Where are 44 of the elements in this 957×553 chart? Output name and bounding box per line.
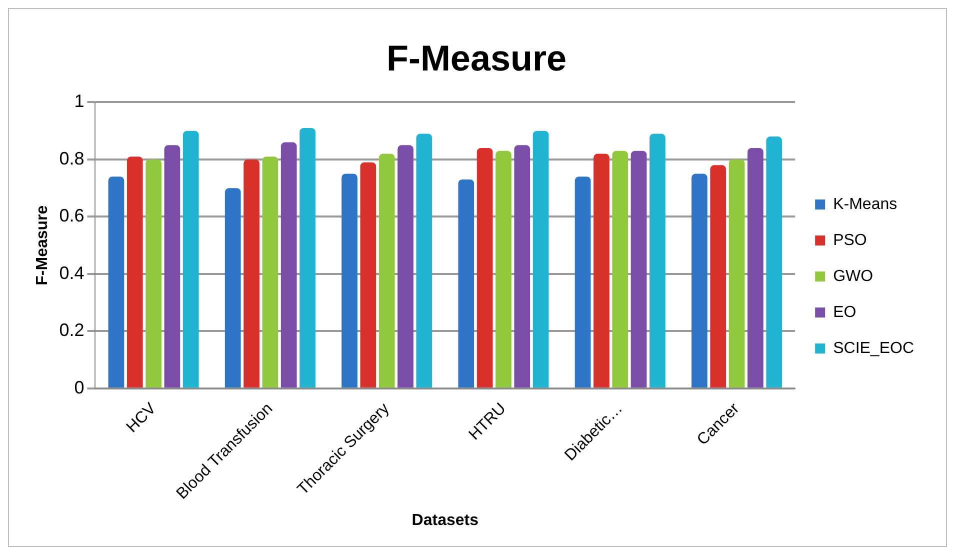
bar [458,179,474,388]
y-tick-label: 0.2 [59,320,84,340]
bar [378,154,395,388]
bar [574,176,591,388]
bar [224,188,241,388]
bar [747,148,764,388]
legend-label: PSO [833,232,867,249]
bar [766,136,782,388]
bar [164,145,180,388]
bar [398,145,414,388]
bar [612,150,628,388]
legend-label: GWO [833,268,874,285]
bar [108,176,124,388]
bar [692,174,708,388]
y-tick-label: 1 [74,91,84,112]
y-axis-title: F-Measure [34,205,52,286]
bar [126,156,143,388]
y-tick-label: 0.6 [59,206,84,226]
bar [710,165,726,388]
bar [182,130,199,388]
bar [594,154,610,388]
bar [280,142,297,388]
bar [728,159,745,388]
y-tick-label: 0 [74,377,84,398]
chart-title: F-Measure [386,38,567,79]
bar [244,159,260,388]
bar [360,162,376,388]
legend-label: EO [833,304,856,321]
bar [630,150,647,388]
bar [650,134,666,388]
bar [300,128,316,388]
bar [146,159,162,388]
bar [496,150,512,388]
bar [532,130,549,388]
bar [342,174,358,388]
legend-label: K-Means [833,196,898,213]
y-tick-label: 0.4 [59,262,84,283]
x-axis-title: Datasets [412,512,479,529]
y-tick-label: 0.8 [59,148,84,168]
bar [476,148,493,388]
bar [262,156,278,388]
legend-label: SCIE_EOC [833,340,914,357]
bar [416,134,432,388]
bar [514,145,530,388]
